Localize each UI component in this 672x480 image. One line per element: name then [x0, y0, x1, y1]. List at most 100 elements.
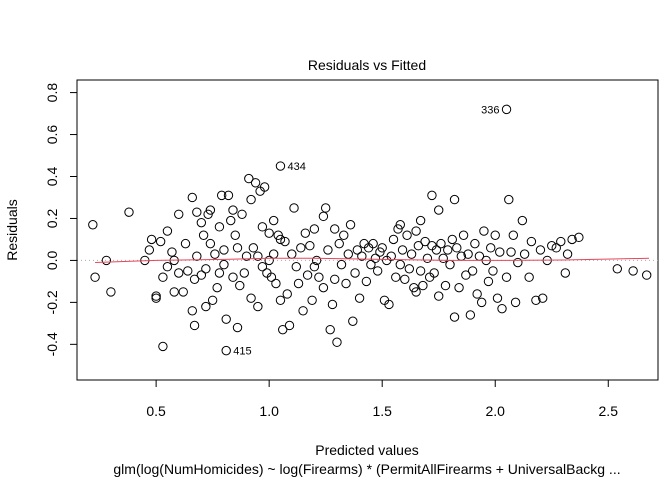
data-point	[501, 272, 512, 282]
data-point	[395, 259, 405, 270]
data-point	[508, 230, 519, 240]
data-point	[296, 243, 306, 253]
smoother-line	[95, 257, 650, 263]
data-point	[189, 274, 200, 285]
data-point	[124, 207, 134, 217]
data-point	[268, 215, 279, 226]
data-point	[221, 345, 231, 356]
data-point	[174, 268, 184, 278]
data-point	[216, 190, 227, 201]
data-point	[404, 264, 415, 274]
data-point	[226, 215, 236, 226]
data-point	[253, 251, 263, 261]
data-point	[235, 280, 245, 291]
data-point	[352, 245, 363, 255]
data-point	[413, 241, 424, 251]
data-point	[219, 259, 229, 270]
data-point	[311, 255, 322, 266]
data-point	[556, 236, 566, 247]
data-point	[436, 238, 446, 249]
y-axis: -0.4 -0.2 0.0 0.2 0.4 0.6 0.8	[44, 83, 78, 356]
data-point	[282, 289, 292, 299]
data-point	[429, 268, 439, 278]
data-point	[361, 276, 372, 287]
data-point	[155, 236, 166, 247]
data-point	[354, 293, 365, 303]
y-tick-label: 0.6	[44, 125, 60, 145]
x-tick-label: 1.5	[372, 403, 392, 419]
data-point	[388, 234, 399, 245]
data-point	[402, 230, 412, 240]
outlier-label: 434	[287, 161, 305, 173]
data-point	[271, 278, 281, 289]
data-point	[210, 249, 220, 259]
data-point	[298, 306, 308, 316]
data-point	[497, 303, 507, 314]
x-tick-label: 1.0	[259, 403, 279, 419]
data-point	[101, 255, 112, 266]
data-point	[151, 293, 161, 303]
data-point	[280, 236, 290, 247]
data-point	[427, 190, 437, 201]
data-point	[257, 262, 268, 272]
y-tick-label: -0.2	[44, 290, 60, 314]
y-tick-label: 0.8	[44, 83, 60, 103]
data-point	[264, 255, 274, 266]
data-point	[411, 226, 421, 236]
data-point	[275, 234, 286, 245]
data-point	[332, 337, 342, 347]
data-point	[488, 266, 498, 276]
data-point	[397, 245, 408, 255]
data-point	[201, 301, 211, 312]
data-point	[241, 251, 252, 261]
data-point	[192, 207, 202, 217]
data-point	[228, 205, 238, 215]
data-point	[205, 205, 216, 215]
data-point	[343, 249, 353, 259]
data-point	[318, 211, 329, 222]
data-point	[526, 236, 537, 247]
data-point	[246, 194, 256, 205]
data-point	[372, 266, 383, 276]
data-point	[492, 293, 503, 303]
data-point	[250, 178, 261, 188]
data-point	[151, 291, 161, 301]
data-point	[452, 243, 462, 253]
data-point	[205, 238, 216, 249]
y-tick-label: 0.0	[44, 250, 60, 270]
data-point	[348, 316, 358, 326]
data-point	[445, 259, 455, 270]
data-point	[291, 262, 301, 272]
data-point	[567, 234, 577, 245]
data-point	[504, 194, 514, 205]
data-point	[192, 251, 202, 261]
data-point	[418, 280, 428, 291]
data-point	[207, 295, 218, 305]
data-point	[162, 226, 173, 236]
data-point	[309, 224, 320, 234]
data-point	[275, 161, 286, 171]
data-point	[411, 287, 421, 297]
data-point	[345, 220, 356, 230]
data-point	[289, 203, 299, 213]
data-point	[167, 247, 177, 257]
y-tick-label: 0.2	[44, 209, 60, 229]
data-point	[278, 324, 288, 335]
data-point	[275, 295, 286, 305]
data-point	[458, 230, 469, 240]
data-point	[391, 272, 401, 282]
data-point	[330, 224, 340, 234]
data-point	[248, 243, 259, 253]
data-point	[309, 262, 320, 272]
data-point	[302, 270, 313, 280]
data-point	[189, 320, 200, 331]
data-point	[232, 322, 243, 333]
data-point	[257, 222, 268, 232]
data-point	[415, 266, 426, 276]
data-point	[198, 230, 209, 240]
data-point	[406, 249, 417, 259]
data-point	[357, 251, 367, 261]
data-point	[612, 264, 623, 274]
data-point	[244, 173, 254, 184]
data-point	[230, 230, 240, 240]
